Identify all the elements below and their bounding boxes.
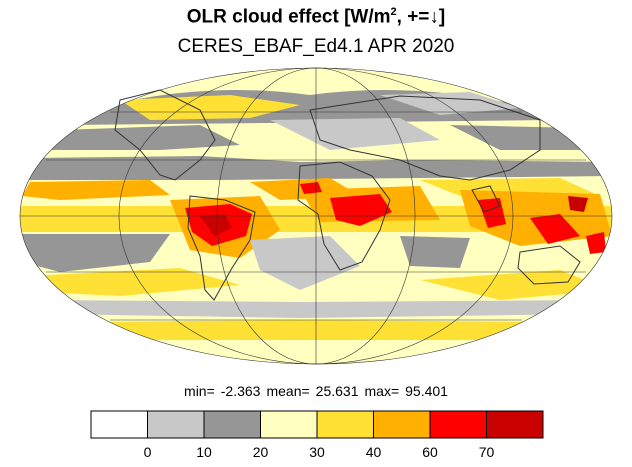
cloud-region bbox=[270, 118, 440, 150]
colorbar-swatch bbox=[147, 410, 205, 439]
convection-region bbox=[586, 232, 606, 254]
convection-region bbox=[300, 182, 322, 194]
cloud-region bbox=[380, 92, 520, 115]
coastlines bbox=[114, 89, 581, 301]
convection-core bbox=[200, 214, 232, 236]
colorbar-swatch bbox=[203, 410, 261, 439]
colorbar-tick-label: 20 bbox=[252, 444, 269, 460]
world-map bbox=[19, 67, 613, 365]
statistics-line: min= -2.363 mean= 25.631 max= 95.401 bbox=[0, 383, 632, 399]
graticule bbox=[19, 67, 613, 365]
convection-maritime bbox=[478, 198, 506, 228]
colorbar-tick-label: 10 bbox=[196, 444, 212, 460]
cloud-region bbox=[420, 270, 610, 300]
stat-min-label: min= bbox=[184, 383, 215, 399]
colorbar-tick-label: 60 bbox=[422, 444, 438, 460]
cloud-region bbox=[200, 344, 440, 356]
map-title: OLR cloud effect [W/m2, +=↓] bbox=[186, 6, 446, 28]
stat-max-label: max= bbox=[364, 383, 400, 399]
map-subtitle: CERES_EBAF_Ed4.1 APR 2020 bbox=[177, 36, 455, 57]
colorbar-tick-label: 40 bbox=[365, 444, 382, 460]
cloud-region bbox=[250, 236, 360, 290]
cloud-region bbox=[22, 180, 170, 200]
cloud-region bbox=[20, 234, 170, 272]
australia-outline bbox=[517, 245, 581, 285]
colorbar-swatch bbox=[373, 410, 431, 439]
stat-min-value: -2.363 bbox=[220, 383, 261, 399]
convection-maritime bbox=[530, 214, 580, 244]
south-america-outline bbox=[187, 195, 256, 301]
colorbar-swatch bbox=[260, 410, 318, 439]
cloud-region-midlat-south bbox=[40, 300, 600, 318]
colorbar-swatch bbox=[486, 410, 544, 439]
cloud-region bbox=[80, 320, 560, 340]
colorbar bbox=[90, 410, 544, 439]
cloud-region bbox=[30, 268, 240, 296]
colorbar-tick-label: 30 bbox=[309, 444, 325, 460]
north-america-outline bbox=[114, 89, 216, 181]
southeast-asia-outline bbox=[471, 185, 501, 213]
convection-africa bbox=[330, 194, 392, 226]
colorbar-tick-label: 0 bbox=[143, 444, 152, 460]
africa-outline bbox=[297, 161, 391, 271]
stat-mean-label: mean= bbox=[266, 383, 310, 399]
cloud-region bbox=[400, 236, 470, 268]
convection-core bbox=[568, 196, 588, 212]
eurasia-outline bbox=[309, 95, 541, 181]
colorbar-tick-label: 70 bbox=[478, 444, 495, 460]
stat-max-value: 95.401 bbox=[405, 383, 448, 399]
cloud-region-midlat-north bbox=[22, 156, 612, 180]
stat-mean-value: 25.631 bbox=[315, 383, 359, 399]
colorbar-swatch bbox=[90, 410, 148, 439]
cloud-region bbox=[40, 125, 240, 150]
colorbar-swatch bbox=[316, 410, 374, 439]
colorbar-swatch bbox=[429, 410, 487, 439]
cloud-region bbox=[120, 95, 300, 120]
